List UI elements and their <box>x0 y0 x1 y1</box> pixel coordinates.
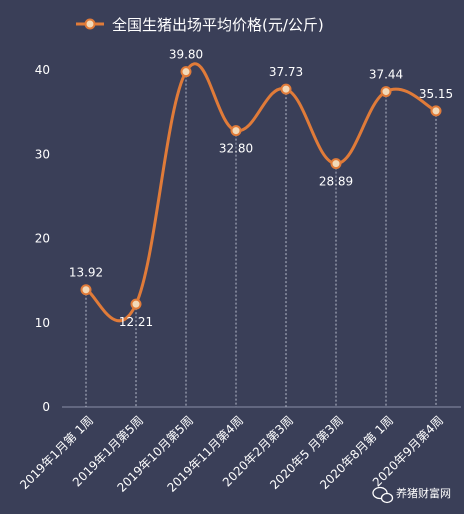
chart-legend: 全国生猪出场平均价格(元/公斤) <box>76 16 324 34</box>
legend-marker <box>84 18 96 30</box>
data-point <box>80 284 92 296</box>
data-label: 39.80 <box>169 48 203 62</box>
wechat-icon <box>372 486 394 504</box>
data-label: 37.73 <box>269 65 303 79</box>
y-tick-label: 30 <box>35 147 50 161</box>
data-labels: 13.92 12.21 39.80 32.80 37.73 28.89 37.44 35.15 <box>69 48 453 329</box>
series-line <box>85 62 437 323</box>
data-point <box>130 298 142 310</box>
data-point <box>330 158 342 170</box>
data-label: 28.89 <box>319 175 353 189</box>
data-label: 37.44 <box>369 68 403 82</box>
data-label: 13.92 <box>69 266 103 280</box>
y-tick-label: 20 <box>35 232 50 246</box>
data-label: 32.80 <box>219 142 253 156</box>
data-markers <box>80 66 442 310</box>
y-tick-label: 40 <box>35 63 50 77</box>
watermark-text: 养猪财富网 <box>396 486 451 500</box>
data-point <box>230 125 242 137</box>
y-tick-label: 0 <box>42 400 50 414</box>
data-point <box>180 66 192 78</box>
x-axis-ticks: 2019年1月第 1周2019年1月第5周2019年10月第5周2019年11月… <box>17 413 446 495</box>
data-point <box>280 83 292 95</box>
chart-title: 全国生猪出场平均价格(元/公斤) <box>112 16 324 34</box>
data-label: 35.15 <box>419 87 453 101</box>
watermark: 养猪财富网 <box>372 486 451 504</box>
y-axis-ticks: 0 10 20 30 40 <box>35 63 50 414</box>
data-label: 12.21 <box>119 315 153 329</box>
drop-lines <box>85 71 437 407</box>
data-point <box>380 86 392 98</box>
y-tick-label: 10 <box>35 316 50 330</box>
data-point <box>430 105 442 117</box>
